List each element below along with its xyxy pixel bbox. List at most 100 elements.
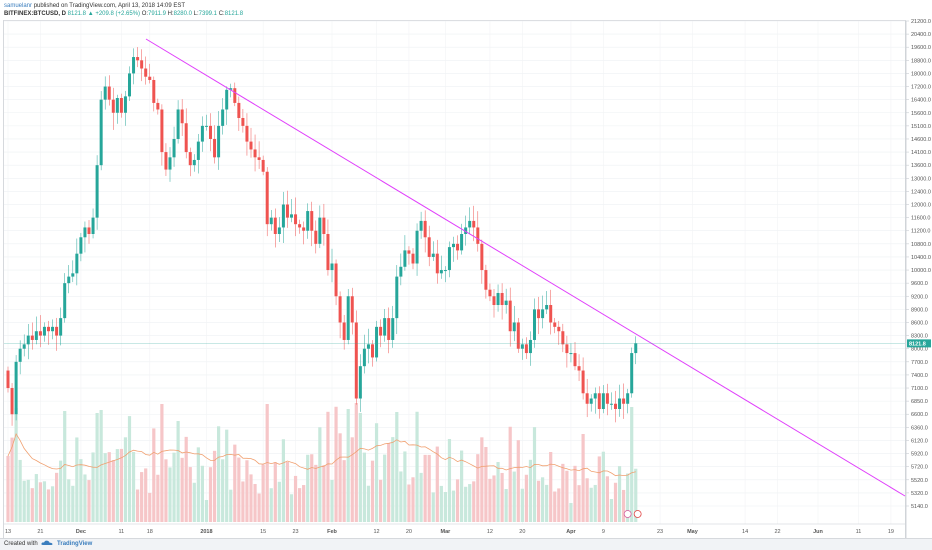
- candle-body: [346, 296, 350, 340]
- volume-bar: [208, 467, 213, 522]
- volume-bar: [476, 454, 480, 522]
- volume-bar: [480, 437, 484, 522]
- candle-body: [14, 361, 18, 415]
- candle-body: [67, 276, 71, 284]
- candle-body: [217, 125, 221, 158]
- volume-bar: [46, 489, 51, 522]
- volume-bar: [261, 464, 265, 522]
- price-tick-label: 5920.0: [911, 452, 928, 458]
- volume-bar: [42, 481, 47, 522]
- candle-body: [508, 300, 512, 332]
- candle-body: [585, 393, 589, 404]
- candle-body: [496, 292, 500, 306]
- descending-trendline[interactable]: [145, 38, 906, 497]
- candle-body: [322, 217, 326, 235]
- volume-bar: [196, 447, 200, 522]
- candle-body: [593, 393, 597, 399]
- low-label: L:: [193, 11, 199, 17]
- volume-bar: [512, 471, 516, 522]
- price-tick-label: 17200.0: [911, 85, 931, 91]
- candle-body: [34, 331, 38, 340]
- volume-bar: [330, 480, 334, 522]
- candle-body: [597, 393, 601, 409]
- candle-body: [601, 393, 605, 409]
- candle-body: [290, 214, 293, 218]
- candle-body: [565, 344, 569, 354]
- candle-body: [261, 159, 265, 172]
- volume-bar: [455, 479, 460, 522]
- candle-body: [533, 309, 536, 340]
- volume-bar: [233, 444, 237, 522]
- candle-body: [391, 318, 395, 340]
- time-tick-label: 22: [774, 529, 780, 535]
- candle-body: [605, 393, 609, 404]
- volume-bar: [131, 452, 136, 522]
- candle-body: [42, 326, 46, 336]
- volume-bar: [557, 488, 561, 522]
- volume-bar: [152, 428, 156, 522]
- tradingview-brand[interactable]: TradingView: [57, 541, 93, 547]
- candle-body: [253, 149, 257, 158]
- volume-bar: [492, 475, 496, 522]
- candle-body: [411, 253, 415, 264]
- volume-bar: [391, 437, 395, 522]
- time-tick-label: Dec: [76, 529, 86, 535]
- volume-bar: [488, 478, 492, 522]
- candle-body: [233, 88, 237, 103]
- volume-bar: [6, 456, 10, 522]
- time-tick-label: 12: [373, 529, 379, 535]
- volume-bar: [200, 465, 204, 522]
- candle-body: [95, 165, 99, 218]
- price-tick-label: 20400.0: [911, 32, 931, 38]
- candle-body: [557, 326, 561, 332]
- candle-body: [387, 318, 391, 340]
- candle-body: [6, 370, 10, 389]
- candle-body: [160, 109, 164, 153]
- price-tick-label: 10000.0: [911, 268, 931, 274]
- price-tick-label: 6600.0: [911, 412, 928, 418]
- volume-bar: [565, 470, 569, 522]
- volume-bar: [460, 450, 464, 522]
- volume-bar: [55, 472, 59, 522]
- last-value: 8121.8: [67, 11, 87, 17]
- price-tick-label: 8000.0: [911, 347, 928, 353]
- candle-body: [492, 296, 496, 306]
- candle-body: [371, 344, 374, 358]
- candle-body: [358, 366, 362, 399]
- candle-body: [366, 344, 370, 349]
- candle-body: [435, 253, 439, 274]
- volume-bar: [581, 434, 585, 522]
- volume-bar: [589, 487, 593, 522]
- volume-bar: [358, 413, 362, 522]
- event-markers: [623, 510, 642, 518]
- candle-body: [10, 388, 14, 415]
- volume-bar: [545, 484, 549, 522]
- time-tick-label: Apr: [566, 529, 576, 535]
- candle-body: [379, 326, 383, 336]
- candle-body: [314, 230, 318, 244]
- time-axis[interactable]: 13 21 Dec 11 18 2018 15 23 Feb 12 20 Mar 12 20 Apr 9 23 M…: [4, 523, 905, 535]
- publisher-name[interactable]: samuelanr: [4, 3, 33, 9]
- volume-bar: [273, 462, 277, 522]
- candle-body: [103, 86, 107, 100]
- volume-bar: [172, 452, 176, 522]
- candle-body: [192, 159, 196, 166]
- price-tick-label: 11600.0: [911, 216, 930, 222]
- volume-bar: [119, 448, 123, 522]
- candle-body: [281, 204, 285, 228]
- open-value: 7911.9: [148, 11, 166, 17]
- candle-body: [188, 152, 192, 166]
- volume-bar: [91, 452, 95, 522]
- volume-bar: [302, 485, 306, 522]
- price-axis[interactable]: 5140.0 5320.0 5520.0 5720.0 5920.0 6120.0 6360…: [905, 19, 931, 539]
- volume-bar: [50, 486, 55, 522]
- candle-body: [59, 318, 63, 336]
- candle-body: [354, 322, 358, 399]
- high-label: H:: [167, 11, 174, 17]
- volume-bar: [63, 411, 67, 522]
- volume-bar: [472, 481, 476, 522]
- price-tick-label: 18000.0: [911, 71, 931, 77]
- volume-bar: [229, 489, 233, 522]
- candle-body: [427, 237, 431, 257]
